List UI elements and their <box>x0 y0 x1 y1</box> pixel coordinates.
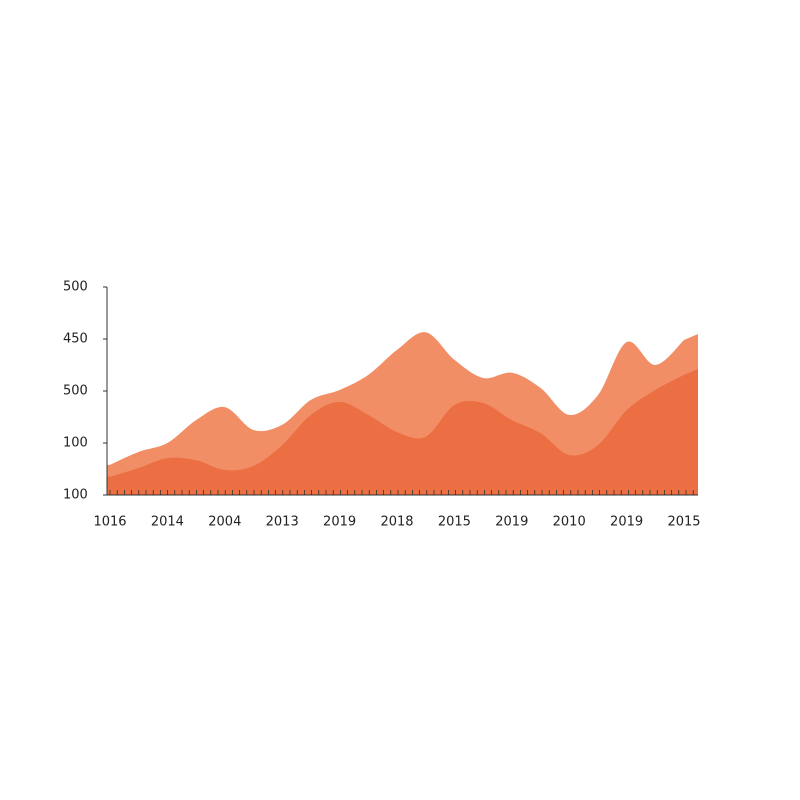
x-tick-label: 2019 <box>323 515 356 530</box>
x-tick-label: 2004 <box>208 515 241 530</box>
x-tick-label: 1016 <box>93 515 126 530</box>
x-tick-label: 2019 <box>495 515 528 530</box>
y-tick-label: 100 <box>63 488 88 503</box>
y-tick-label: 500 <box>63 384 88 399</box>
x-tick-label: 2019 <box>610 515 643 530</box>
x-tick-label: 2014 <box>151 515 184 530</box>
y-tick-label: 500 <box>63 280 88 295</box>
x-tick-label: 2013 <box>266 515 299 530</box>
x-tick-label: 2015 <box>667 515 700 530</box>
y-tick-label: 100 <box>63 436 88 451</box>
x-tick-label: 2015 <box>438 515 471 530</box>
x-tick-label: 2018 <box>380 515 413 530</box>
area <box>107 368 698 495</box>
x-tick-label: 2010 <box>553 515 586 530</box>
y-tick-label: 450 <box>63 332 88 347</box>
